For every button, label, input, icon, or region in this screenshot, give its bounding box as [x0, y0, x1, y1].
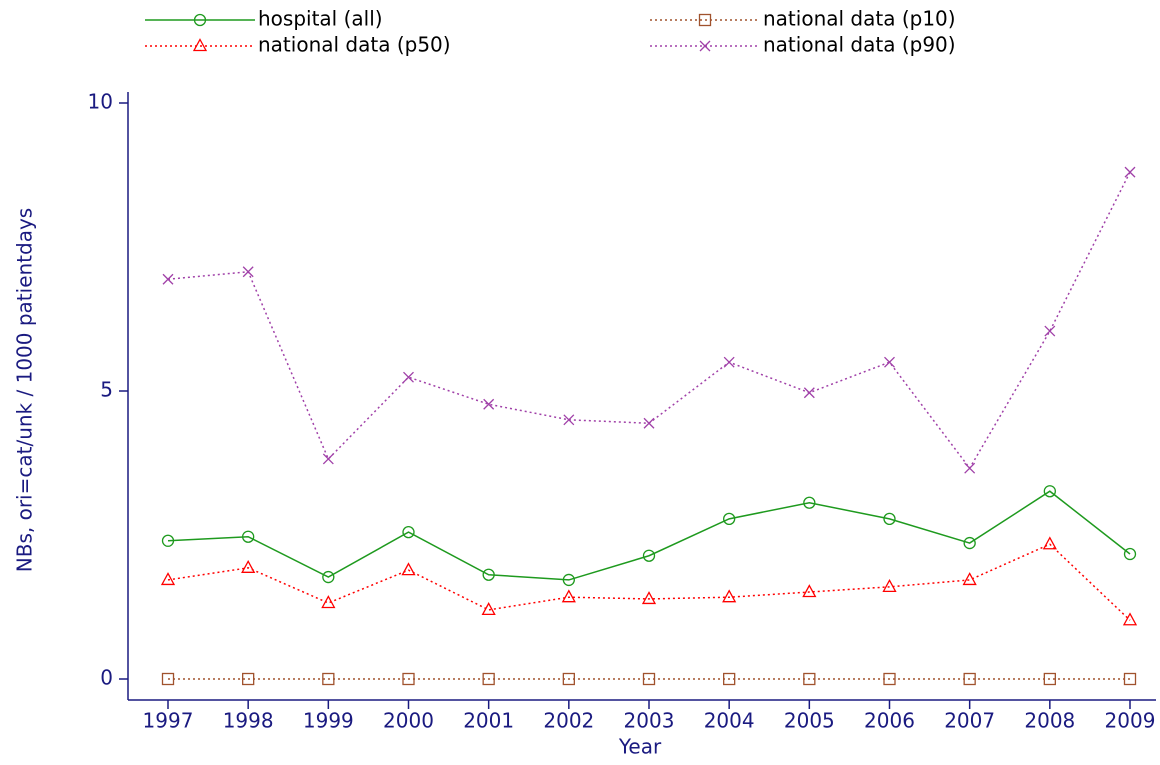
point — [803, 672, 816, 686]
point — [242, 530, 255, 543]
point — [963, 536, 976, 550]
point — [563, 414, 575, 426]
point — [322, 570, 335, 584]
point — [802, 584, 817, 598]
point — [321, 595, 336, 609]
x-axis-label: Year — [618, 735, 662, 759]
point — [641, 591, 657, 605]
point — [322, 453, 334, 465]
series-line — [167, 543, 1131, 621]
legend-marker — [699, 40, 711, 52]
point — [161, 534, 175, 547]
point — [1042, 536, 1057, 550]
point — [963, 672, 976, 686]
point — [403, 371, 414, 383]
point — [1123, 672, 1137, 686]
point — [884, 356, 895, 368]
point — [803, 387, 815, 399]
point — [1124, 166, 1136, 178]
point — [964, 462, 976, 474]
point — [643, 417, 655, 429]
legend-label: national data (p90) — [763, 33, 956, 57]
point — [1122, 612, 1138, 626]
point — [402, 525, 415, 539]
point — [723, 512, 736, 526]
x-tick-label: 2003 — [624, 709, 675, 733]
y-tick-label: 10 — [88, 90, 113, 114]
legend-label: national data (p50) — [258, 33, 451, 57]
y-axis-label: NBs, ori=cat/unk / 1000 patientdays — [13, 208, 37, 572]
point — [481, 602, 496, 616]
point — [1123, 547, 1137, 561]
x-tick-label: 2005 — [784, 709, 835, 733]
point — [241, 559, 256, 573]
legend-marker — [193, 13, 207, 27]
point — [402, 672, 415, 686]
point — [562, 672, 575, 686]
point — [482, 568, 495, 581]
point — [242, 672, 255, 686]
point — [962, 572, 977, 586]
point — [642, 549, 656, 562]
x-tick-label: 2000 — [383, 709, 434, 733]
x-tick-label: 2009 — [1105, 709, 1156, 733]
series-line — [167, 490, 1131, 581]
point — [162, 273, 174, 285]
point — [803, 496, 816, 509]
x-tick-label: 2004 — [704, 709, 755, 733]
point — [562, 573, 575, 587]
y-tick-label: 5 — [100, 378, 113, 402]
x-tick-label: 2008 — [1024, 709, 1075, 733]
legend-label: hospital (all) — [258, 7, 383, 31]
point — [161, 672, 175, 686]
point — [883, 512, 896, 526]
x-tick-label: 2006 — [864, 709, 915, 733]
point — [1043, 485, 1056, 498]
x-tick-label: 2007 — [944, 709, 995, 733]
point — [723, 356, 735, 368]
point — [322, 672, 335, 686]
point — [401, 562, 416, 576]
point — [561, 589, 576, 603]
point — [723, 672, 736, 686]
x-tick-label: 1997 — [143, 709, 194, 733]
point — [482, 672, 495, 686]
x-tick-label: 1999 — [303, 709, 354, 733]
point — [160, 572, 176, 586]
x-tick-label: 1998 — [223, 709, 274, 733]
point — [642, 672, 656, 686]
legend-marker — [698, 13, 712, 27]
x-tick-label: 2001 — [463, 709, 514, 733]
point — [882, 578, 897, 592]
point — [722, 589, 737, 603]
point — [1043, 672, 1056, 686]
legend-marker — [192, 38, 208, 52]
point — [883, 672, 896, 686]
y-tick-label: 0 — [100, 666, 113, 690]
point — [483, 398, 495, 410]
point — [1044, 325, 1056, 337]
legend-label: national data (p10) — [763, 7, 956, 31]
point — [242, 266, 254, 278]
x-tick-label: 2002 — [543, 709, 594, 733]
